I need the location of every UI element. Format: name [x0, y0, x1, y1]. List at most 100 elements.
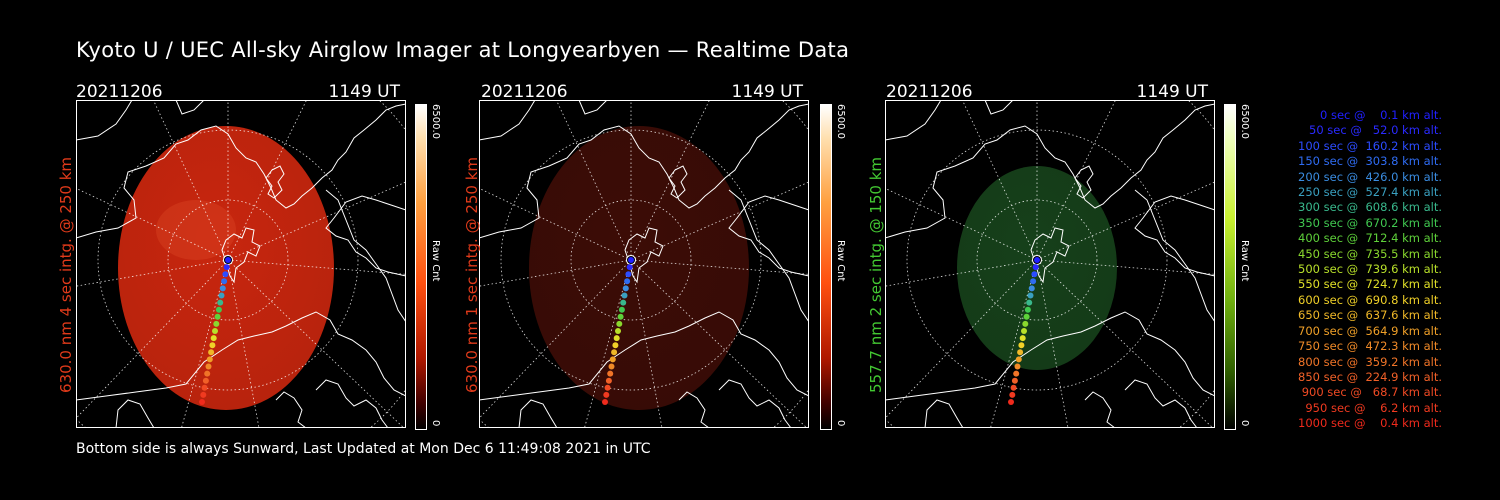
coastline: [984, 100, 1014, 115]
panel-1-date: 20211206: [76, 82, 163, 102]
trajectory-point: [219, 285, 226, 292]
panel-2-allsky-image: [479, 100, 809, 428]
panel-3-allsky-image: [885, 100, 1215, 428]
coastline: [325, 195, 406, 277]
trajectory-point: [609, 356, 616, 363]
panel-1-side-label: 630.0 nm 4 sec intg. @ 250 km: [57, 156, 75, 393]
coastline: [315, 379, 389, 428]
coastline: [668, 165, 688, 199]
trajectory-point: [1019, 335, 1026, 342]
panel-3-time: 1149 UT: [1136, 82, 1209, 102]
panel-2-time: 1149 UT: [731, 82, 804, 102]
trajectory-point: [617, 313, 624, 320]
coastline: [578, 100, 608, 115]
coastline: [479, 103, 809, 239]
coastline: [325, 189, 406, 323]
trajectory-point: [1021, 328, 1027, 334]
coastline: [885, 100, 942, 141]
legend-row: 350 sec @ 670.2 km alt.: [1298, 215, 1442, 230]
trajectory-point: [1024, 306, 1031, 313]
coastline: [885, 103, 1215, 239]
trajectory-point: [1018, 342, 1025, 349]
legend-row: 850 sec @ 224.9 km alt.: [1298, 369, 1442, 384]
trajectory-point: [208, 349, 215, 356]
coastline: [678, 391, 710, 428]
trajectory-point: [217, 299, 224, 306]
trajectory-point: [611, 349, 618, 356]
trajectory-point: [222, 271, 229, 278]
legend-row: 300 sec @ 608.6 km alt.: [1298, 200, 1442, 215]
coastline: [76, 311, 406, 401]
legend-row: 500 sec @ 739.6 km alt.: [1298, 262, 1442, 277]
panel-3-colorbar-min: 0: [1239, 420, 1250, 427]
trajectory-point: [214, 313, 221, 320]
trajectory-point: [1010, 384, 1017, 391]
legend-row: 200 sec @ 426.0 km alt.: [1298, 169, 1442, 184]
coastline: [924, 399, 964, 428]
legend-row: 550 sec @ 724.7 km alt.: [1298, 277, 1442, 292]
coastline: [479, 311, 809, 401]
allsky-map: [76, 100, 406, 428]
footer-status: Bottom side is always Sunward, Last Upda…: [76, 441, 651, 457]
legend-row: 0 sec @ 0.1 km alt.: [1319, 108, 1442, 122]
trajectory-point: [201, 384, 208, 391]
legend-row: 400 sec @ 712.4 km alt.: [1298, 231, 1442, 246]
panel-3-side-label: 557.7 nm 2 sec intg. @ 150 km: [867, 156, 885, 393]
panel-3-colorbar-unit: Raw Cnt: [1239, 240, 1250, 282]
trajectory-point: [200, 391, 207, 398]
panel-1-colorbar-unit: Raw Cnt: [430, 240, 441, 282]
page-title: Kyoto U / UEC All-sky Airglow Imager at …: [76, 38, 850, 62]
coastline: [76, 100, 133, 141]
panel-2-colorbar-max: 6500.0: [835, 104, 846, 139]
coastline: [76, 103, 406, 239]
trajectory-point: [1008, 399, 1014, 405]
trajectory-point: [210, 335, 217, 342]
coastline: [1084, 391, 1116, 428]
trajectory-point: [620, 299, 627, 306]
trajectory-point: [1026, 299, 1033, 306]
legend-row: 750 sec @ 472.3 km alt.: [1298, 339, 1442, 354]
coastline: [518, 399, 558, 428]
legend-row: 600 sec @ 690.8 km alt.: [1298, 292, 1442, 307]
trajectory-point: [1023, 313, 1030, 320]
trajectory-point: [1031, 271, 1038, 278]
trajectory-point: [204, 370, 211, 377]
time-altitude-legend: 0 sec @ 0.1 km alt. 50 sec @ 52.0 km alt.…: [1262, 108, 1442, 432]
coastline: [1074, 165, 1094, 199]
trajectory-point: [613, 335, 620, 342]
allsky-map: [885, 100, 1215, 428]
trajectory-point: [1027, 292, 1034, 299]
legend-row: 700 sec @ 564.9 km alt.: [1298, 323, 1442, 338]
trajectory-point: [625, 271, 632, 278]
trajectory-point: [206, 356, 213, 363]
trajectory-point: [1032, 264, 1039, 271]
trajectory-point: [608, 363, 615, 370]
rocket-trajectory: [199, 255, 233, 405]
trajectory-point: [628, 257, 634, 263]
trajectory-point: [604, 384, 611, 391]
trajectory-point: [618, 306, 625, 313]
panel-2-date: 20211206: [481, 82, 568, 102]
panel-1-colorbar-max: 6500.0: [430, 104, 441, 139]
legend-row: 50 sec @ 52.0 km alt.: [1309, 123, 1442, 138]
trajectory-point: [607, 370, 614, 377]
trajectory-point: [1022, 320, 1029, 327]
legend-row: 150 sec @ 303.8 km alt.: [1298, 154, 1442, 169]
coastline: [275, 391, 307, 428]
panel-2-colorbar-unit: Raw Cnt: [835, 240, 846, 282]
panel-2-side-label: 630.0 nm 1 sec intg. @ 250 km: [463, 156, 481, 393]
trajectory-point: [605, 377, 612, 384]
trajectory-point: [215, 306, 222, 313]
legend-row: 800 sec @ 359.2 km alt.: [1298, 354, 1442, 369]
trajectory-point: [223, 264, 230, 271]
trajectory-point: [1011, 377, 1018, 384]
coastline: [1134, 195, 1215, 277]
allsky-map: [479, 100, 809, 428]
trajectory-point: [221, 278, 228, 285]
legend-row: 450 sec @ 735.5 km alt.: [1298, 246, 1442, 261]
coastline: [265, 165, 285, 199]
rocket-trajectory: [1008, 255, 1042, 405]
trajectory-point: [626, 264, 633, 271]
trajectory-point: [1013, 370, 1020, 377]
legend-row: 650 sec @ 637.6 km alt.: [1298, 308, 1442, 323]
